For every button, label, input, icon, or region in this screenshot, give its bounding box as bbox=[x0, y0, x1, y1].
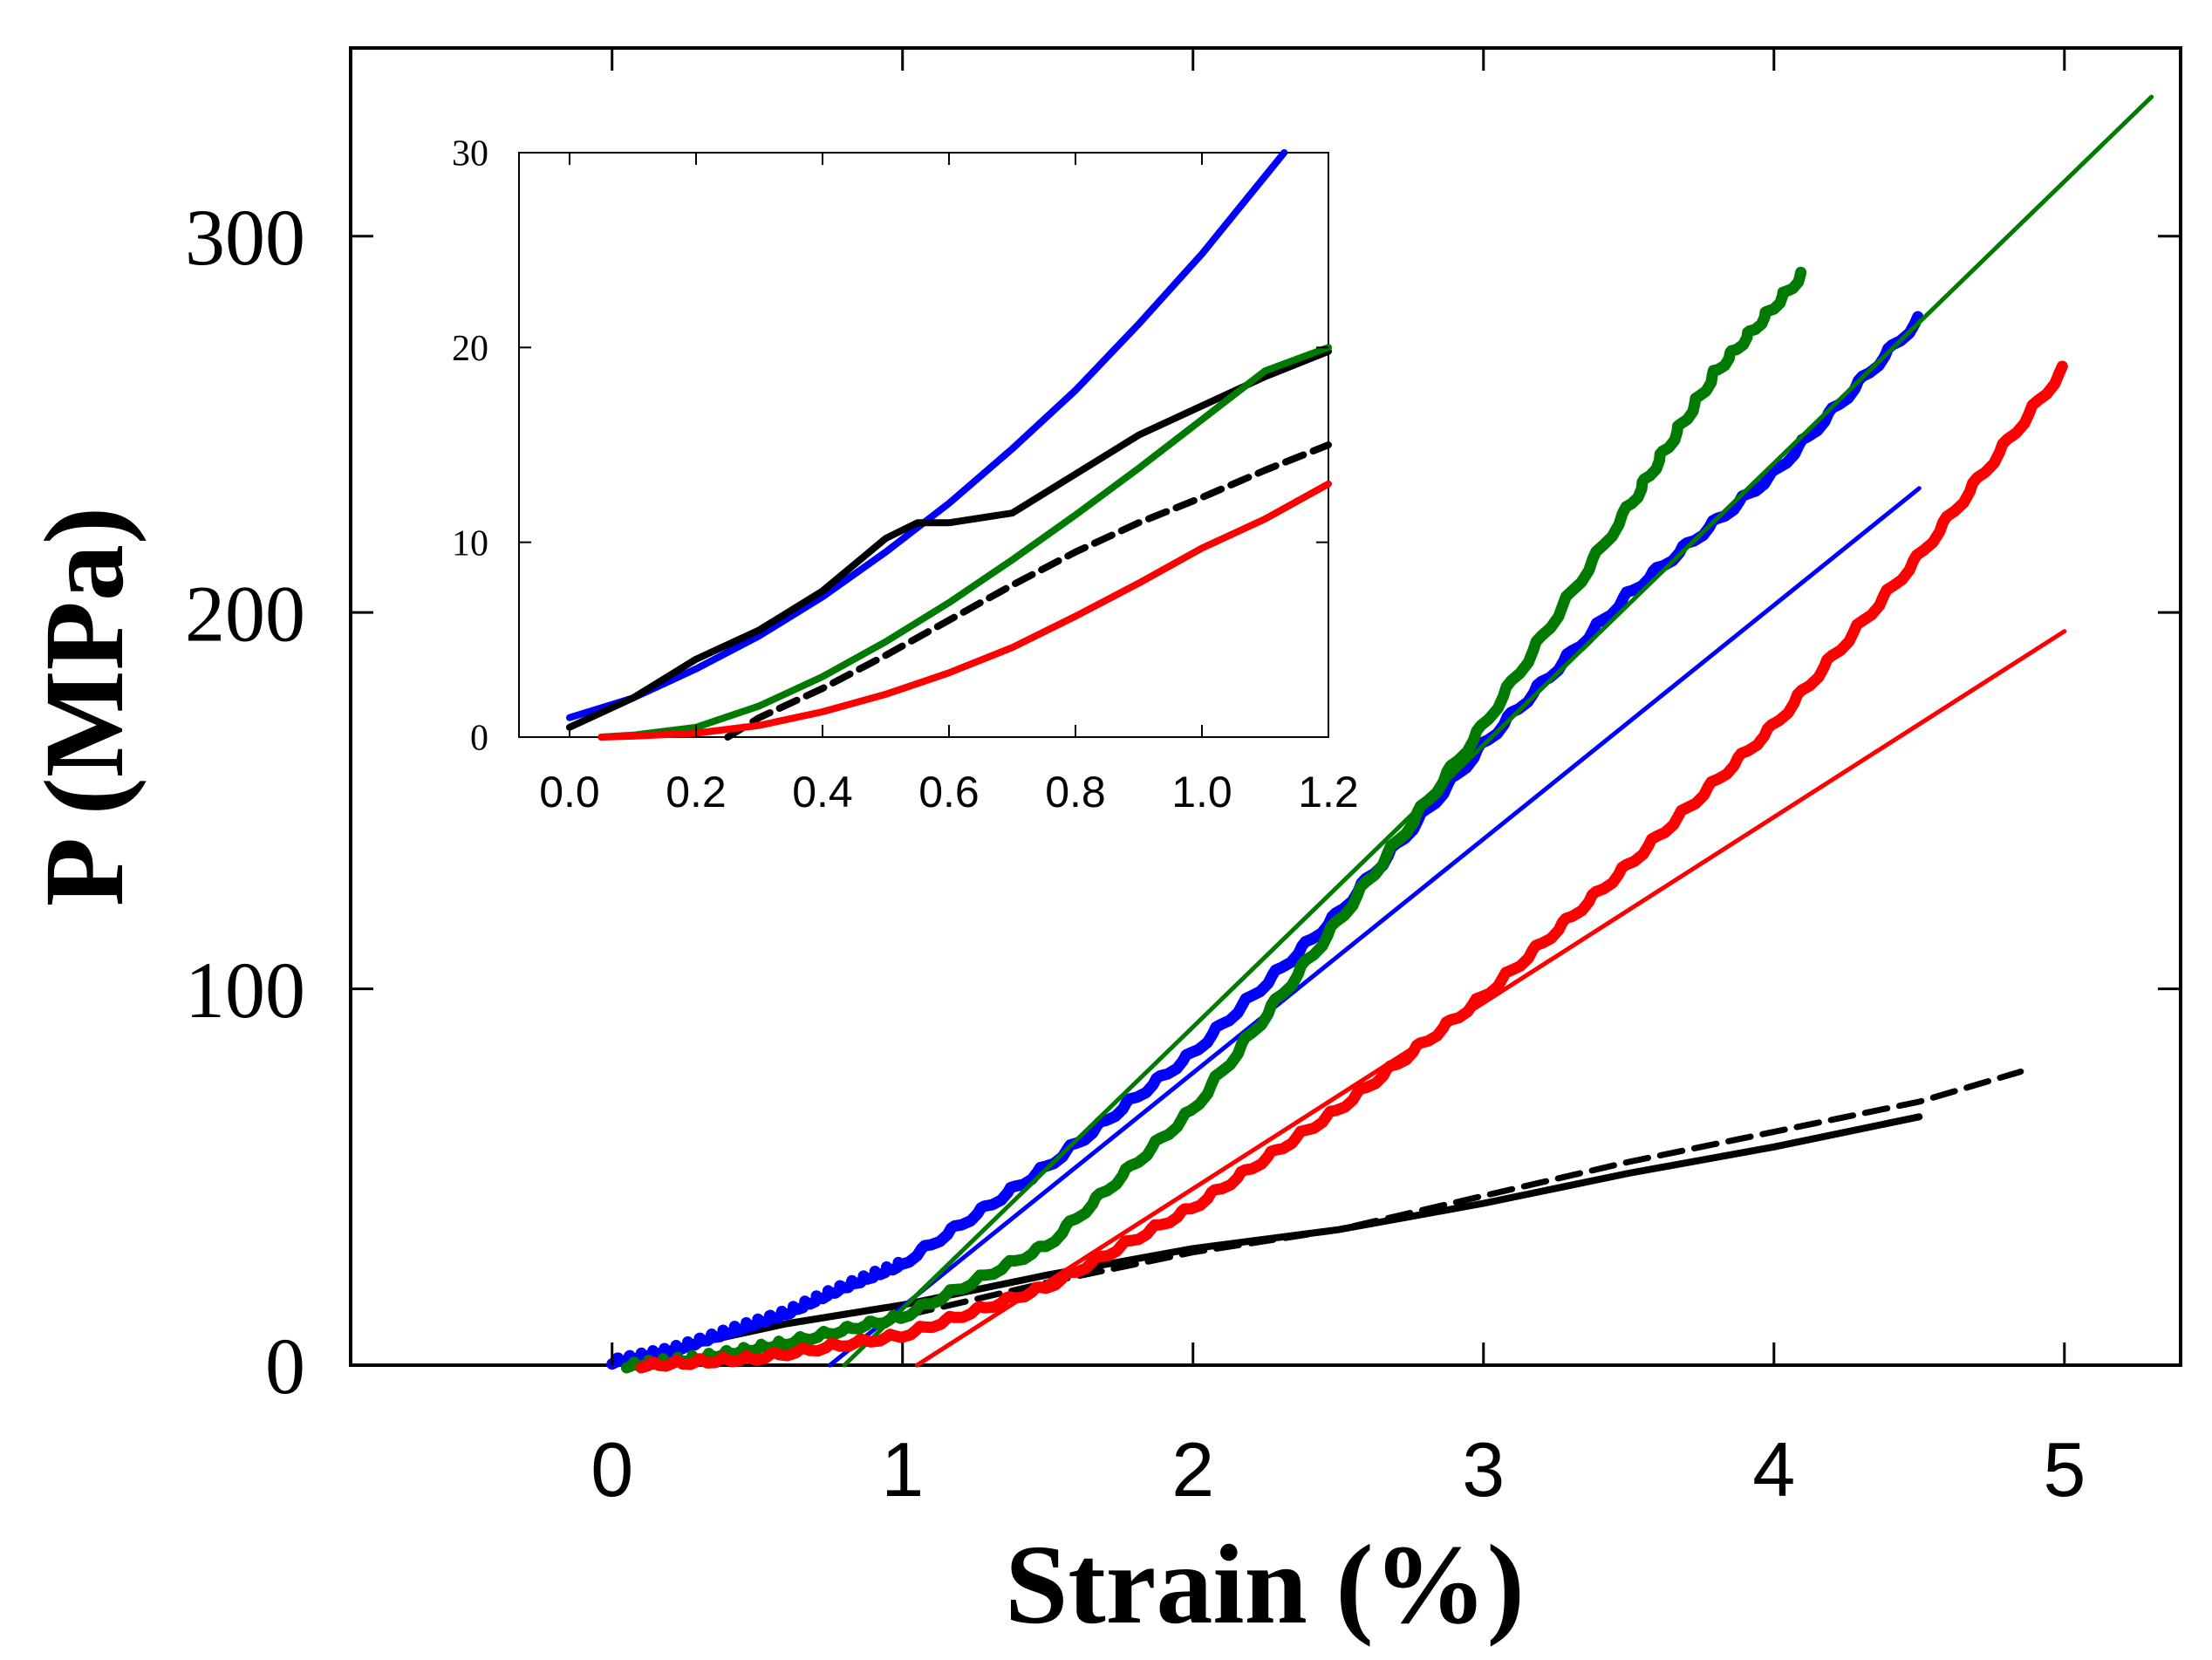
inset-series-blue bbox=[566, 149, 1288, 721]
main-x-tick-label: 1 bbox=[881, 1426, 924, 1513]
inset-x-tick-label: 1.0 bbox=[1171, 768, 1232, 816]
inset-y-tick-label: 0 bbox=[470, 719, 488, 759]
x-axis-label: Strain (%) bbox=[1005, 1522, 1525, 1648]
inset-plot: 0.0 0.2 0.4 0.6 0.8 1.0 1.2 0 10 20 30 bbox=[452, 134, 1359, 816]
inset-tick-group bbox=[519, 152, 1329, 738]
main-series-black-solid bbox=[608, 1113, 1923, 1365]
inset-y-tick-label: 30 bbox=[452, 134, 488, 174]
inset-y-tick-labels: 0 10 20 30 bbox=[452, 134, 488, 759]
main-series-blue-data bbox=[606, 311, 1924, 1370]
main-series-green-data bbox=[620, 266, 1807, 1374]
main-y-tick-label: 300 bbox=[185, 193, 305, 282]
main-x-tick-label: 3 bbox=[1462, 1426, 1505, 1513]
main-series-group bbox=[606, 94, 2154, 1374]
main-y-tick-label: 100 bbox=[185, 946, 305, 1035]
inset-x-tick-label: 0.0 bbox=[539, 768, 600, 816]
inset-series-black-solid bbox=[566, 347, 1332, 731]
inset-x-tick-label: 0.2 bbox=[666, 768, 727, 816]
main-y-tick-labels: 0 100 200 300 bbox=[185, 193, 305, 1411]
main-series-red-data bbox=[635, 360, 2068, 1374]
inset-x-tick-label: 0.4 bbox=[792, 768, 853, 816]
inset-x-tick-label: 0.6 bbox=[918, 768, 980, 816]
y-axis-label: P (MPa) bbox=[22, 507, 147, 906]
main-series-red-fit bbox=[914, 629, 2067, 1368]
main-x-tick-label: 5 bbox=[2043, 1426, 2086, 1513]
inset-y-tick-label: 10 bbox=[452, 523, 488, 564]
main-series-blue-fit bbox=[828, 486, 1922, 1368]
main-x-tick-label: 0 bbox=[591, 1426, 633, 1513]
inset-x-tick-label: 0.8 bbox=[1045, 768, 1106, 816]
main-series-green-fit bbox=[842, 94, 2154, 1368]
main-plot-frame bbox=[349, 46, 2182, 1367]
main-y-tick-label: 200 bbox=[185, 569, 305, 658]
main-x-tick-label: 2 bbox=[1171, 1426, 1214, 1513]
main-tick-group bbox=[351, 48, 2181, 1367]
main-y-tick-label: 0 bbox=[265, 1322, 305, 1411]
main-x-tick-label: 4 bbox=[1752, 1426, 1795, 1513]
inset-x-tick-labels: 0.0 0.2 0.4 0.6 0.8 1.0 1.2 bbox=[539, 768, 1359, 816]
inset-y-tick-label: 20 bbox=[452, 329, 488, 369]
inset-x-tick-label: 1.2 bbox=[1298, 768, 1359, 816]
main-x-tick-labels: 0 1 2 3 4 5 bbox=[591, 1426, 2086, 1513]
inset-series-black-dashed bbox=[724, 441, 1332, 741]
